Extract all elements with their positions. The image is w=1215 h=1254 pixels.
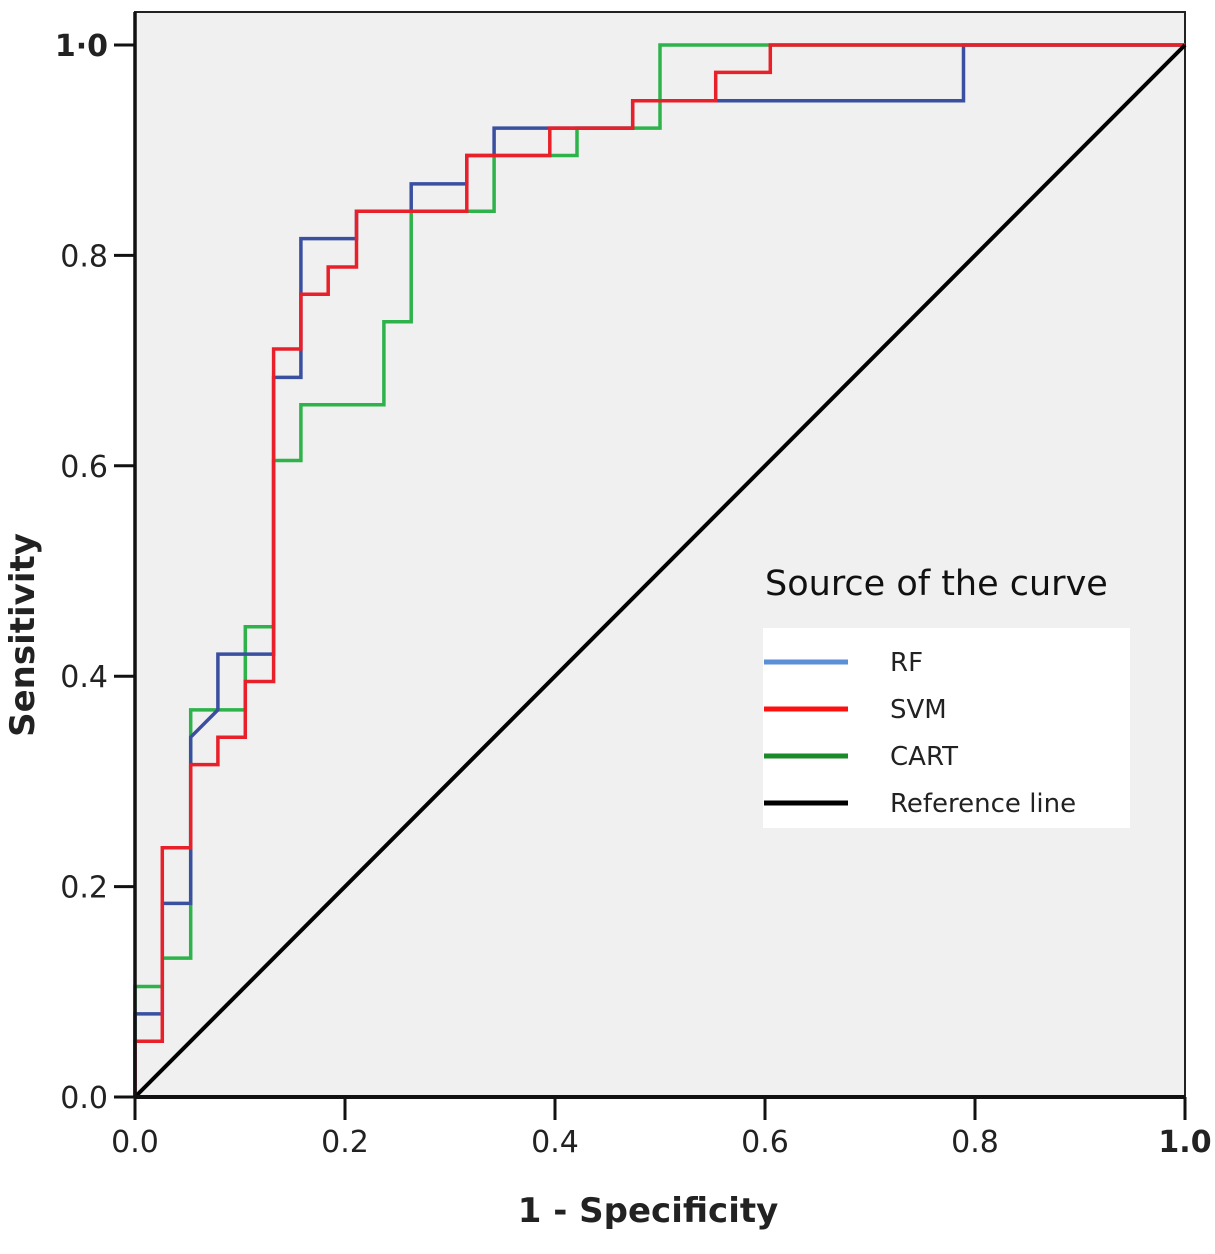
x-tick-label: 0.6 bbox=[741, 1125, 789, 1160]
y-tick-label: 1·0 bbox=[55, 29, 108, 64]
legend: Source of the curve RF SVM CART Reference l… bbox=[763, 564, 1130, 828]
y-tick-label: 0.0 bbox=[60, 1081, 108, 1116]
y-tick-label: 0.4 bbox=[60, 660, 108, 695]
x-tick-label: 1.0 bbox=[1158, 1125, 1211, 1160]
x-tick-label: 0.4 bbox=[531, 1125, 579, 1160]
series-line-reference-line bbox=[133, 43, 1187, 1099]
series-line-svm bbox=[133, 43, 1185, 1097]
y-ticks: 0.0 0.2 0.4 0.6 0.8 1·0 bbox=[55, 29, 135, 1116]
x-tick-label: 0.0 bbox=[111, 1125, 159, 1160]
y-tick-label: 0.2 bbox=[60, 871, 108, 906]
legend-label-svm: SVM bbox=[890, 695, 947, 725]
legend-label-cart: CART bbox=[890, 742, 958, 772]
x-ticks: 0.0 0.2 0.4 0.6 0.8 1.0 bbox=[111, 1097, 1212, 1160]
x-tick-label: 0.2 bbox=[321, 1125, 369, 1160]
x-tick-label: 0.8 bbox=[951, 1125, 999, 1160]
y-tick-label: 0.8 bbox=[60, 239, 108, 274]
x-axis-title: 1 - Specificity bbox=[518, 1191, 779, 1231]
legend-label-reference-line: Reference line bbox=[890, 789, 1076, 819]
legend-items: RF SVM CART Reference line bbox=[764, 648, 1076, 819]
series-line-cart bbox=[133, 43, 1185, 1097]
plot-background bbox=[135, 12, 1185, 1097]
y-axis-title: Sensitivity bbox=[3, 533, 43, 737]
series-layer bbox=[133, 43, 1187, 1099]
y-tick-label: 0.6 bbox=[60, 450, 108, 485]
legend-label-rf: RF bbox=[890, 648, 923, 678]
legend-title: Source of the curve bbox=[765, 564, 1108, 604]
